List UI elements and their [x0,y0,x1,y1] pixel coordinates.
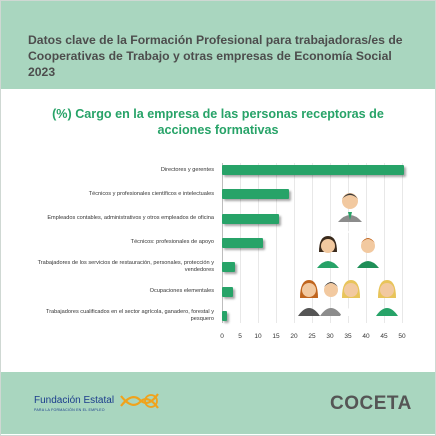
x-tick-label: 5 [238,333,242,340]
x-tick-label: 35 [344,333,352,340]
x-tick-label: 40 [362,333,370,340]
bar [222,286,233,297]
x-tick-label: 45 [380,333,388,340]
x-tick-label: 30 [326,333,334,340]
person-bottom-3 [340,280,362,316]
category-label: Directores y gerentes [160,166,214,173]
person-bottom-2 [320,282,342,316]
x-tick-label: 20 [290,333,298,340]
person-top [338,193,362,222]
x-tick-label: 15 [272,333,280,340]
people-hierarchy-illustration [298,193,398,316]
page-title: Datos clave de la Formación Profesional … [28,33,403,79]
header-banner [1,1,435,89]
category-label: Trabajadores cualificados en el sector a… [45,308,214,322]
person-mid-left [317,236,339,268]
x-tick-label: 0 [220,333,224,340]
x-tick-label: 10 [254,333,262,340]
gridline [294,163,295,323]
bar [222,237,264,248]
footer-banner [1,372,435,434]
gridline [312,163,313,323]
gridline [402,163,403,323]
bar [222,310,228,321]
x-tick-label: 50 [398,333,406,340]
fundacion-estatal-name: Fundación Estatal [34,395,115,406]
person-mid-right [357,238,379,268]
category-label: Técnicos: profesionales de apoyo [130,239,214,246]
category-label: Empleados contables, administrativos y o… [47,215,214,222]
bar [222,165,404,175]
bar [222,189,289,200]
coceta-logo: COCETA [330,393,412,414]
chart-title: (%) Cargo en la empresa de las personas … [52,107,384,137]
fundacion-logo-icon [120,393,159,409]
gridline [348,163,349,323]
category-label: Trabajadores de los servicios de restaur… [37,260,214,274]
person-bottom-4 [376,280,398,316]
gridline [384,163,385,323]
category-label: Técnicos y profesionales científicos e i… [88,190,214,197]
gridline [276,163,277,323]
bar [222,213,279,224]
fundacion-estatal-tagline: PARA LA FORMACIÓN EN EL EMPLEO [34,408,105,412]
person-bottom-1 [298,280,320,316]
category-label: Ocupaciones elementales [149,288,214,294]
bar [222,262,235,273]
x-tick-label: 25 [308,333,316,340]
